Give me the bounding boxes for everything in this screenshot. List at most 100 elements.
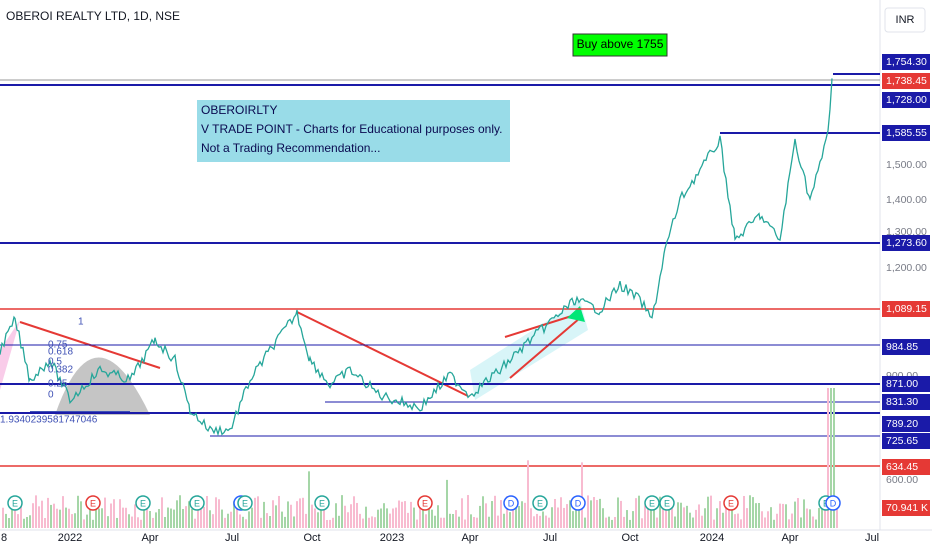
volume-bar bbox=[209, 510, 211, 528]
volume-bar bbox=[716, 508, 718, 528]
volume-bar bbox=[74, 513, 76, 528]
event-icon bbox=[659, 495, 675, 511]
price-label: 1,585.55 bbox=[886, 127, 927, 139]
volume-bar bbox=[338, 515, 340, 528]
volume-bar bbox=[671, 505, 673, 528]
volume-bar bbox=[647, 496, 649, 528]
volume-bar bbox=[146, 502, 148, 528]
event-label: D bbox=[830, 498, 837, 508]
volume-bar bbox=[347, 512, 349, 528]
volume-bar bbox=[158, 509, 160, 528]
volume-bar bbox=[662, 503, 664, 528]
time-label: Oct bbox=[303, 532, 320, 544]
volume-bar bbox=[143, 501, 145, 528]
volume-bar bbox=[5, 513, 7, 528]
price-label: 634.45 bbox=[886, 461, 918, 473]
volume-bar bbox=[782, 503, 784, 528]
event-icon bbox=[644, 495, 660, 511]
volume-bar bbox=[383, 503, 385, 528]
price-label: 725.65 bbox=[886, 435, 918, 447]
price-tag bbox=[882, 394, 930, 410]
volume-bar bbox=[725, 507, 727, 528]
time-label: Jul bbox=[865, 532, 879, 544]
volume-bar bbox=[155, 512, 157, 528]
volume-bar bbox=[416, 519, 418, 528]
volume-bar bbox=[14, 503, 16, 528]
volume-bar bbox=[2, 507, 4, 528]
volume-bar bbox=[437, 505, 439, 528]
volume-bar bbox=[380, 508, 382, 528]
event-icon bbox=[314, 495, 330, 511]
volume-bar bbox=[359, 513, 361, 528]
volume-bar bbox=[92, 519, 94, 528]
event-icon bbox=[825, 495, 841, 511]
note-line: Not a Trading Recommendation... bbox=[201, 141, 380, 155]
volume-bar bbox=[515, 502, 517, 528]
volume-bar bbox=[245, 519, 247, 528]
volume-bar bbox=[200, 503, 202, 528]
volume-bar bbox=[395, 507, 397, 528]
volume-bar bbox=[62, 496, 64, 528]
volume-bar bbox=[248, 511, 250, 528]
price-label: 600.00 bbox=[886, 474, 918, 486]
volume-bar bbox=[656, 517, 658, 528]
volume-bar bbox=[350, 504, 352, 528]
volume-bar bbox=[755, 503, 757, 528]
event-icon bbox=[723, 495, 739, 511]
volume-bar bbox=[821, 496, 823, 528]
volume-bar bbox=[686, 505, 688, 528]
volume-bar bbox=[386, 508, 388, 528]
volume-bar bbox=[620, 500, 622, 528]
event-label: E bbox=[319, 498, 325, 508]
volume-bar bbox=[563, 507, 565, 528]
volume-bar bbox=[545, 515, 547, 528]
volume-bar bbox=[830, 388, 832, 528]
event-label: E bbox=[664, 498, 670, 508]
volume-bar bbox=[206, 496, 208, 528]
volume-bar bbox=[800, 517, 802, 528]
price-label: 984.85 bbox=[886, 341, 918, 353]
volume-bar bbox=[803, 499, 805, 528]
time-label: 2024 bbox=[700, 532, 724, 544]
price-label: 1,728.00 bbox=[886, 94, 927, 106]
volume-bar bbox=[701, 515, 703, 528]
volume-bar bbox=[761, 511, 763, 528]
volume-bar bbox=[314, 508, 316, 528]
volume-bar bbox=[575, 501, 577, 528]
volume-bar bbox=[170, 508, 172, 528]
volume-bar bbox=[608, 516, 610, 528]
volume-bar bbox=[605, 517, 607, 528]
volume-bar bbox=[722, 512, 724, 528]
volume-bar bbox=[827, 388, 829, 528]
volume-bar bbox=[740, 519, 742, 528]
volume-bar bbox=[443, 517, 445, 528]
volume-bar bbox=[644, 505, 646, 528]
event-label: E bbox=[649, 498, 655, 508]
time-label: Apr bbox=[781, 532, 798, 544]
volume-bar bbox=[419, 502, 421, 528]
volume-bar bbox=[41, 500, 43, 528]
event-label: E bbox=[728, 498, 734, 508]
volume-bar bbox=[236, 497, 238, 528]
volume-bar bbox=[413, 507, 415, 528]
currency-button[interactable] bbox=[884, 7, 926, 33]
fib-label: 1.9340239581747046 bbox=[0, 415, 98, 426]
volume-bar bbox=[137, 517, 139, 528]
event-icon bbox=[417, 495, 433, 511]
volume-bar bbox=[458, 516, 460, 528]
volume-bar bbox=[554, 498, 556, 528]
volume-bar bbox=[311, 504, 313, 528]
volume-bar bbox=[308, 471, 310, 528]
price-tag bbox=[882, 301, 930, 317]
volume-bar bbox=[434, 515, 436, 528]
volume-bar bbox=[629, 519, 631, 528]
volume-bar bbox=[323, 503, 325, 528]
pattern-shape bbox=[55, 357, 150, 415]
note-box bbox=[197, 100, 510, 162]
volume-bar bbox=[500, 500, 502, 528]
currency[interactable]: INR bbox=[896, 14, 915, 26]
volume-bar bbox=[173, 509, 175, 528]
volume-bar bbox=[527, 460, 529, 528]
volume-bar bbox=[119, 499, 121, 528]
